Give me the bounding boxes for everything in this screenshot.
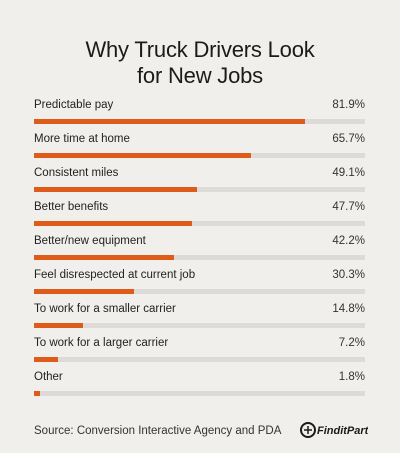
bar-track (34, 255, 365, 260)
bar (34, 221, 192, 226)
bar-chart: Predictable pay 81.9% More time at home 65.… (34, 98, 365, 404)
bar-row: Feel disrespected at current job 30.3% (34, 268, 365, 302)
bar-value-label: 42.2% (332, 235, 365, 247)
bar (34, 289, 135, 294)
findit-parts-logo: FinditParts (300, 418, 368, 442)
bar-label: Other (34, 371, 63, 383)
bar-label: Consistent miles (34, 167, 119, 179)
chart-title-line-2: for New Jobs (137, 62, 263, 88)
bar-row: To work for a larger carrier 7.2% (34, 336, 365, 370)
source-note: Source: Conversion Interactive Agency an… (34, 425, 282, 437)
bar-value-label: 81.9% (332, 99, 365, 111)
bar-value-label: 7.2% (338, 337, 365, 349)
bar-track (34, 119, 365, 124)
bar-label: Better/new equipment (34, 235, 146, 247)
chart-title: Why Truck Drivers Look for New Jobs (0, 37, 400, 89)
bar-track (34, 221, 365, 226)
bar-value-label: 14.8% (332, 303, 365, 315)
bar-row: Predictable pay 81.9% (34, 98, 365, 132)
bar-value-label: 1.8% (338, 371, 365, 383)
bar-row: To work for a smaller carrier 14.8% (34, 302, 365, 336)
bar-label: To work for a larger carrier (34, 337, 169, 349)
bar-value-label: 65.7% (332, 133, 365, 145)
bar (34, 119, 306, 124)
bar-track (34, 187, 365, 192)
bar (34, 323, 83, 328)
bar-value-label: 30.3% (332, 269, 365, 281)
bar (34, 391, 40, 396)
wrench-icon: FinditParts (300, 422, 368, 438)
bar (34, 187, 197, 192)
bar-track (34, 323, 365, 328)
bar-row: More time at home 65.7% (34, 132, 365, 166)
chart-title-line-1: Why Truck Drivers Look (85, 36, 315, 62)
bar-row: Better benefits 47.7% (34, 200, 365, 234)
bar-track (34, 357, 365, 362)
bar-label: Feel disrespected at current job (34, 269, 196, 281)
bar-label: More time at home (34, 133, 130, 145)
bar-track (34, 391, 365, 396)
bar (34, 255, 174, 260)
bar-value-label: 47.7% (332, 201, 365, 213)
bar-row: Other 1.8% (34, 370, 365, 404)
bar-label: To work for a smaller carrier (34, 303, 176, 315)
bar-value-label: 49.1% (332, 167, 365, 179)
bar-track (34, 153, 365, 158)
bar-track (34, 289, 365, 294)
bar-row: Better/new equipment 42.2% (34, 234, 365, 268)
bar-label: Predictable pay (34, 99, 114, 111)
bar-label: Better benefits (34, 201, 109, 213)
bar-row: Consistent miles 49.1% (34, 166, 365, 200)
bar (34, 357, 58, 362)
bar (34, 153, 252, 158)
logo-wordmark: FinditParts (317, 425, 368, 437)
